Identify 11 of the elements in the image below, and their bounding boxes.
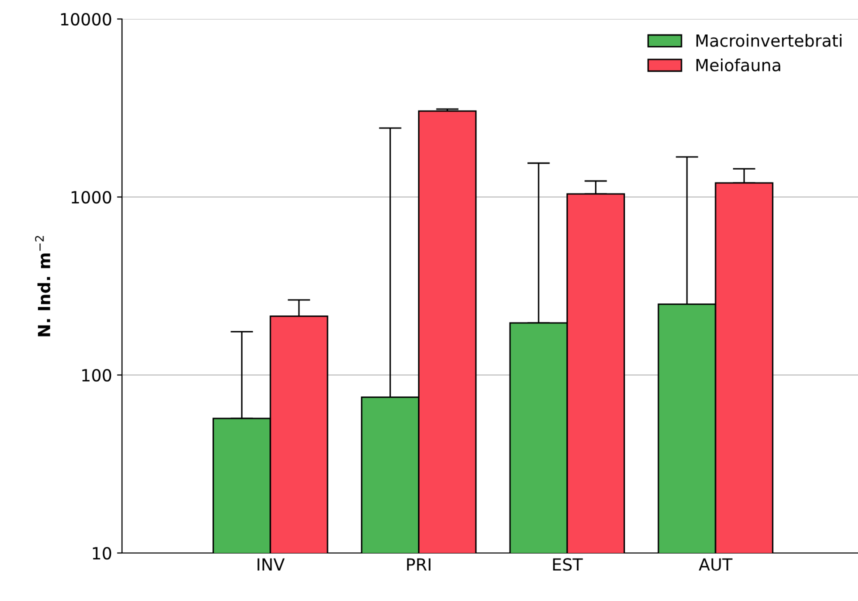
y-tick-label: 100 xyxy=(82,368,112,382)
x-tick-label: INV xyxy=(258,558,285,571)
y-axis-title: N. Ind. m$^{−2}$ xyxy=(35,236,50,336)
y-tick-label: 10000 xyxy=(61,12,112,26)
x-tick-label: AUT xyxy=(698,558,732,571)
legend-label: Meiofauna xyxy=(696,58,780,72)
x-tick-label: EST xyxy=(553,558,583,571)
legend-label: Macroinvertebrati xyxy=(696,34,842,47)
y-tick-label: 1000 xyxy=(72,190,112,204)
y-tick-label: 10 xyxy=(92,546,112,560)
x-tick-label: PRI xyxy=(407,558,430,571)
